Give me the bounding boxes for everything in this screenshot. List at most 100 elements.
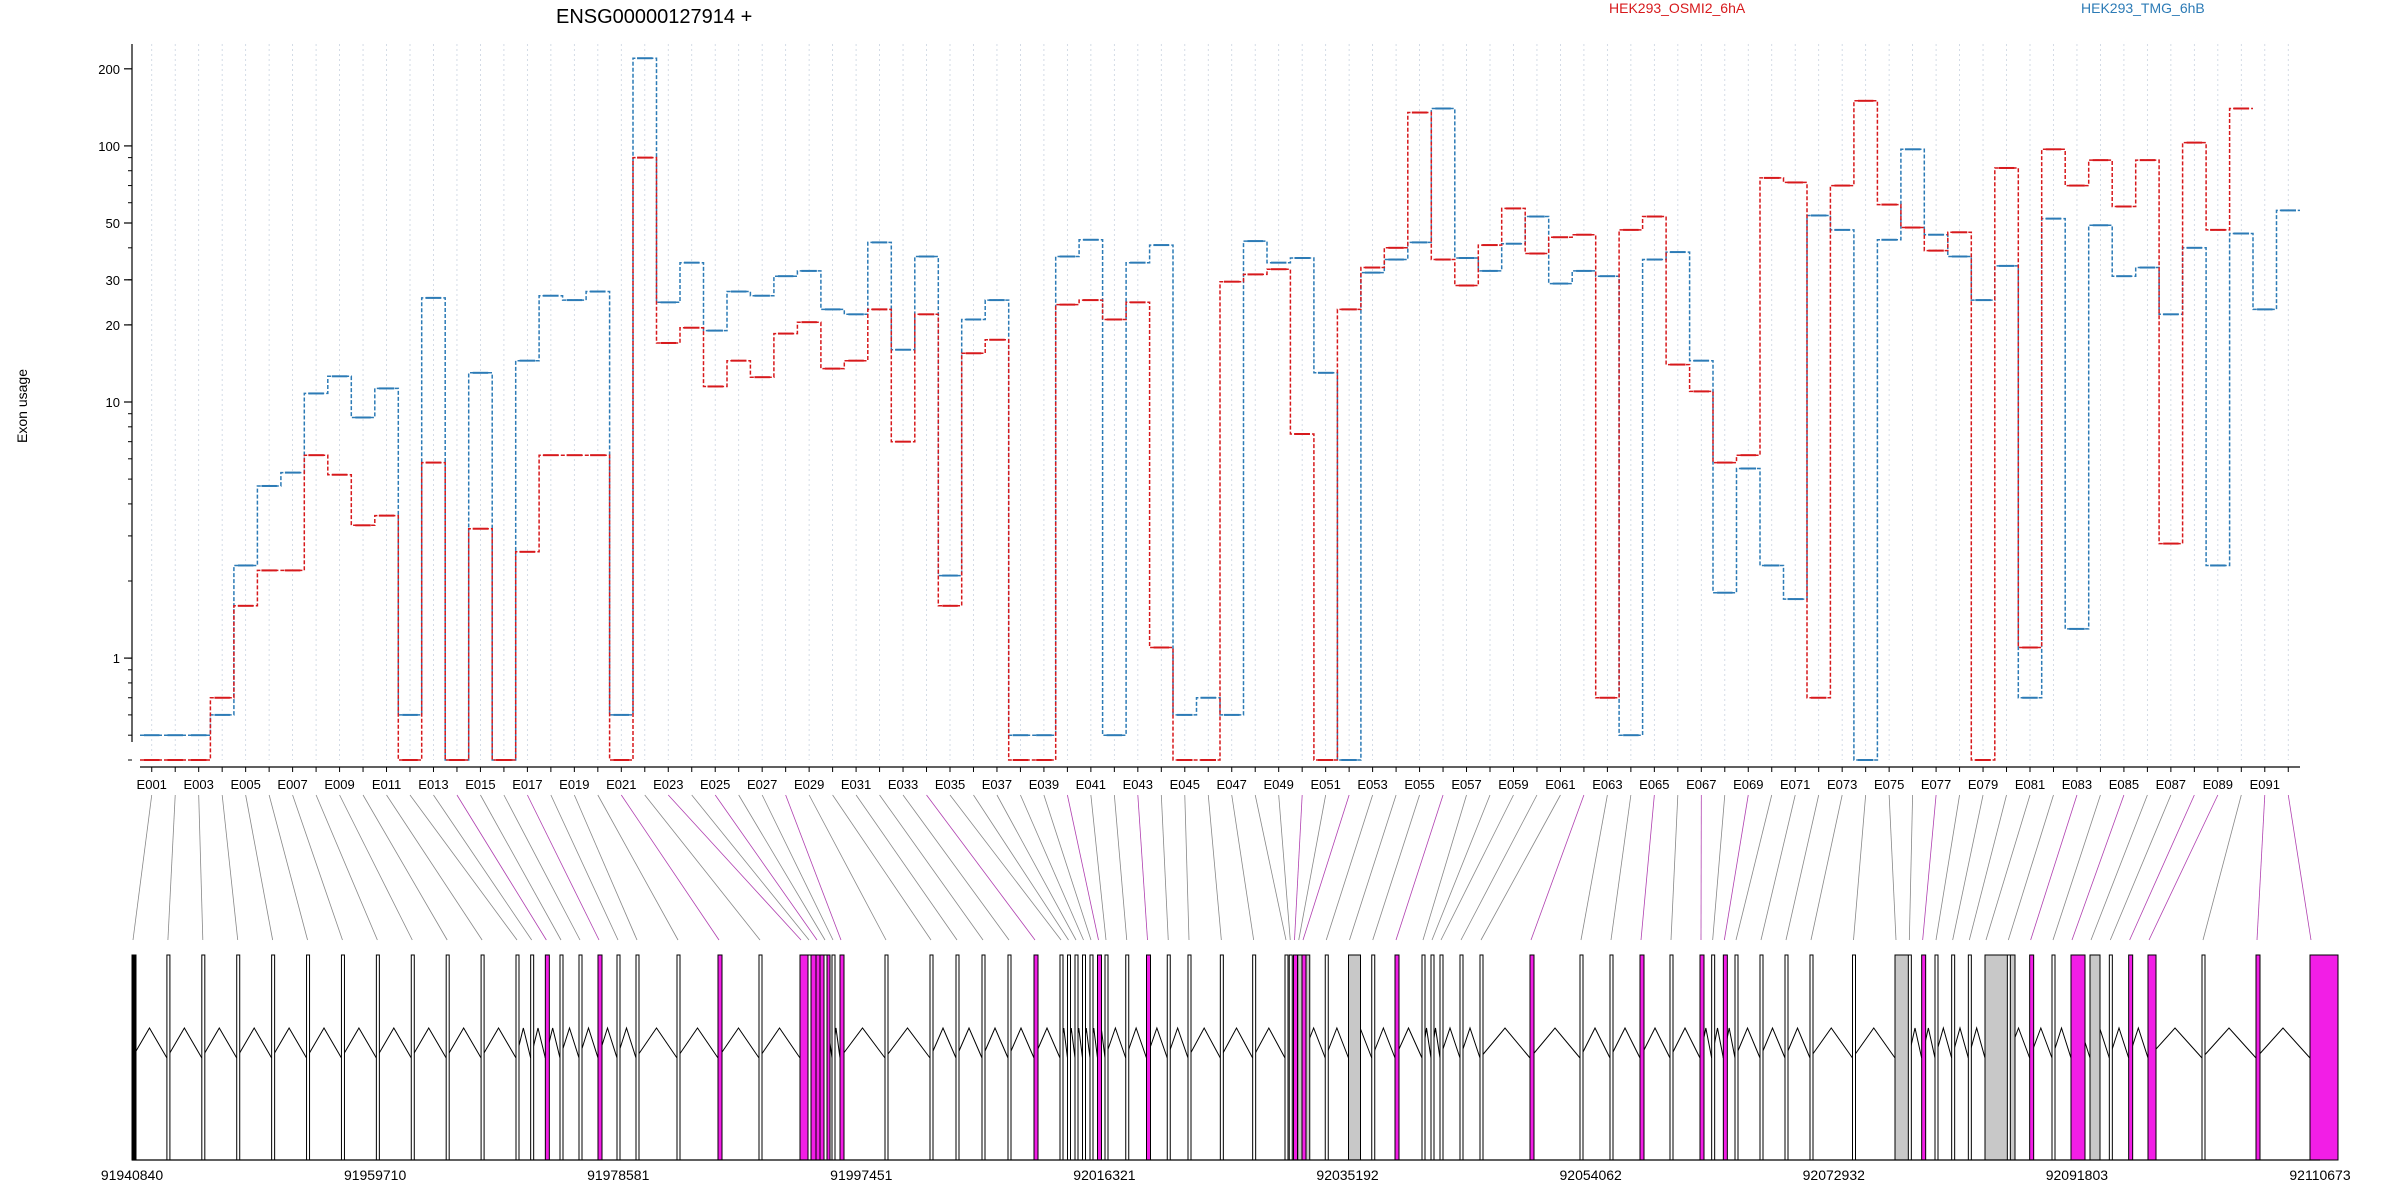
connector-line [1325,794,1373,941]
exon-box [1125,954,1130,1161]
x-tick-label: E013 [418,777,448,792]
exon-box [1479,954,1484,1161]
coordinate-label: 92072932 [1803,1167,1866,1183]
exon-box [1809,954,1814,1161]
exon-box [131,954,137,1161]
connector-line [1020,794,1084,941]
exon-box [717,954,723,1161]
connector-line [973,794,1069,941]
x-tick-label: E073 [1827,777,1857,792]
intron-line [1734,1026,1761,1059]
exon-box [2051,954,2056,1161]
exon-box [2201,954,2206,1161]
x-tick-label: E043 [1123,777,1153,792]
connector-line [1067,794,1099,941]
y-tick-label: 100 [98,139,120,154]
connector-line [1480,794,1561,941]
genomic-coordinate-axis: 91940840 91959710 91978581 91997451 92016321… [101,1167,2351,1183]
y-tick-label: 1 [113,651,120,666]
exon-box [2128,954,2134,1161]
x-tick-label: E057 [1451,777,1481,792]
exon-box [1967,954,1972,1161]
exon-box [1394,954,1400,1161]
y-tick-label: 10 [106,395,120,410]
connector-line [738,794,826,941]
intron-line [758,1027,801,1059]
connector-line [2007,794,2054,941]
intron-line [1324,1026,1349,1059]
intron-line [955,1026,983,1059]
connector-line [2052,794,2101,941]
exon-box [1699,954,1705,1161]
exon-box [1934,954,1939,1161]
connector-line [1184,794,1190,941]
exon-box [1907,954,1912,1161]
coordinate-label: 92016321 [1073,1167,1136,1183]
connector-line [386,794,483,941]
exon-box [480,954,485,1161]
exon-box [515,954,520,1161]
x-tick-label: E029 [794,777,824,792]
x-tick-label: E083 [2062,777,2092,792]
exon-box [884,954,889,1161]
exon-box [616,954,621,1161]
x-tick-label: E027 [747,777,777,792]
connector-line [1278,794,1291,941]
x-tick-label: E015 [465,777,495,792]
exon-box [815,954,821,1161]
exon-box [1759,954,1764,1161]
intron-line [341,1027,377,1059]
connector-line [2256,794,2266,941]
exon-box [1639,954,1645,1161]
exon-box [2147,954,2157,1161]
exon-box [1097,954,1102,1161]
exon-box [1301,954,1307,1161]
exon-box [2309,954,2339,1161]
x-tick-label: E025 [700,777,730,792]
exon-box [2089,954,2101,1161]
x-tick-label: E031 [841,777,871,792]
connector-line [550,794,619,941]
exon-box [2006,954,2011,1161]
exon-box [1529,954,1535,1161]
connector-line [949,794,1062,941]
intron-line [2147,1027,2203,1059]
connector-line [221,794,239,941]
x-tick-label: E061 [1545,777,1575,792]
intron-line [131,1027,168,1059]
x-tick-label: E051 [1310,777,1340,792]
intron-line [1371,1026,1396,1059]
exon-box [955,954,960,1161]
connector-line [1460,794,1538,941]
x-tick-label: E085 [2109,777,2139,792]
exon-box [1669,954,1674,1161]
intron-line [1219,1026,1254,1059]
exon-box [530,954,535,1161]
coordinate-label: 91940840 [101,1167,164,1183]
intron-line [1479,1027,1531,1059]
x-tick-label: E055 [1404,777,1434,792]
connector-line [620,794,720,941]
connector-line [1968,794,2007,941]
exon-box [375,954,380,1161]
coordinate-label: 92054062 [1560,1167,1623,1183]
x-tick-label: E081 [2015,777,2045,792]
connector-line [1298,794,1327,941]
x-tick-label: E049 [1264,777,1294,792]
exon-box [1033,954,1039,1161]
intron-line [2255,1027,2311,1059]
connector-line [315,794,378,941]
x-tick-label: E035 [935,777,965,792]
intron-line [981,1026,1009,1059]
intron-line [410,1027,447,1059]
x-tick-label: E033 [888,777,918,792]
connector-line [2148,794,2219,941]
exon-box [1166,954,1171,1161]
intron-line [375,1027,412,1059]
chart-title: ENSG00000127914 + [556,6,752,28]
exon-box [1348,954,1361,1161]
exon-box [1439,954,1444,1161]
connector-line [1530,794,1585,941]
connector-line [1735,794,1773,941]
connector-line [198,794,204,941]
